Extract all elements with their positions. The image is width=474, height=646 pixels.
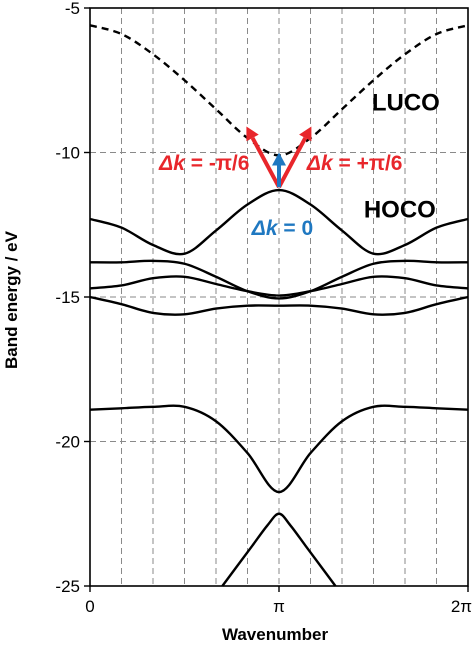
y-tick-label: -25 bbox=[55, 577, 80, 596]
arrow-head bbox=[299, 126, 312, 142]
band-labels: LUCO HOCO bbox=[364, 90, 440, 224]
band-curve-6 bbox=[89, 404, 469, 494]
arrow-head bbox=[272, 152, 286, 166]
x-axis-title: Wavenumber bbox=[222, 625, 329, 644]
transition-annotations: Δk = -π/6 Δk = +π/6Δk = 0 bbox=[158, 152, 402, 240]
delta-k-symbol: Δk bbox=[158, 152, 186, 175]
delta-k-value: = +π/6 bbox=[333, 152, 403, 175]
y-tick-label: -5 bbox=[65, 0, 80, 18]
arrow-shaft bbox=[250, 136, 281, 189]
delta-k-symbol: Δk bbox=[251, 217, 279, 240]
delta-k-value: = -π/6 bbox=[185, 152, 250, 175]
arrow-shaft bbox=[277, 137, 308, 189]
delta-k-value: = 0 bbox=[278, 217, 314, 240]
delta-k-symbol: Δk bbox=[306, 152, 334, 175]
band-label-hoco: HOCO bbox=[364, 197, 436, 224]
y-tick-label: -20 bbox=[55, 433, 80, 452]
axis-ticks: -5 -10 -15 -20 -25 0 π 2π bbox=[55, 0, 472, 616]
band-curve-7 bbox=[221, 512, 337, 587]
transition-arrows bbox=[246, 126, 312, 189]
band-curve-4 bbox=[89, 275, 469, 297]
arrow-head bbox=[246, 126, 259, 142]
y-axis-title: Band energy / eV bbox=[2, 230, 21, 369]
band-label-luco: LUCO bbox=[372, 90, 440, 117]
band-curve-3 bbox=[89, 259, 468, 300]
transition-label-3: Δk = 0 bbox=[251, 217, 313, 240]
x-tick-label: 0 bbox=[85, 597, 94, 616]
transition-arrow-3 bbox=[272, 152, 286, 188]
transition-arrow-1 bbox=[246, 126, 281, 189]
y-tick-label: -10 bbox=[55, 144, 80, 163]
x-tick-label: π bbox=[273, 597, 285, 616]
transition-arrow-2 bbox=[277, 126, 312, 189]
y-tick-label: -15 bbox=[55, 288, 80, 307]
band-curve-2 bbox=[89, 188, 469, 256]
x-tick-label: 2π bbox=[451, 597, 472, 616]
transition-label-1: Δk = -π/6 bbox=[158, 152, 249, 175]
grid-lines bbox=[90, 8, 468, 586]
transition-label-2: Δk = +π/6 bbox=[306, 152, 403, 175]
band-curve-5 bbox=[89, 295, 469, 316]
